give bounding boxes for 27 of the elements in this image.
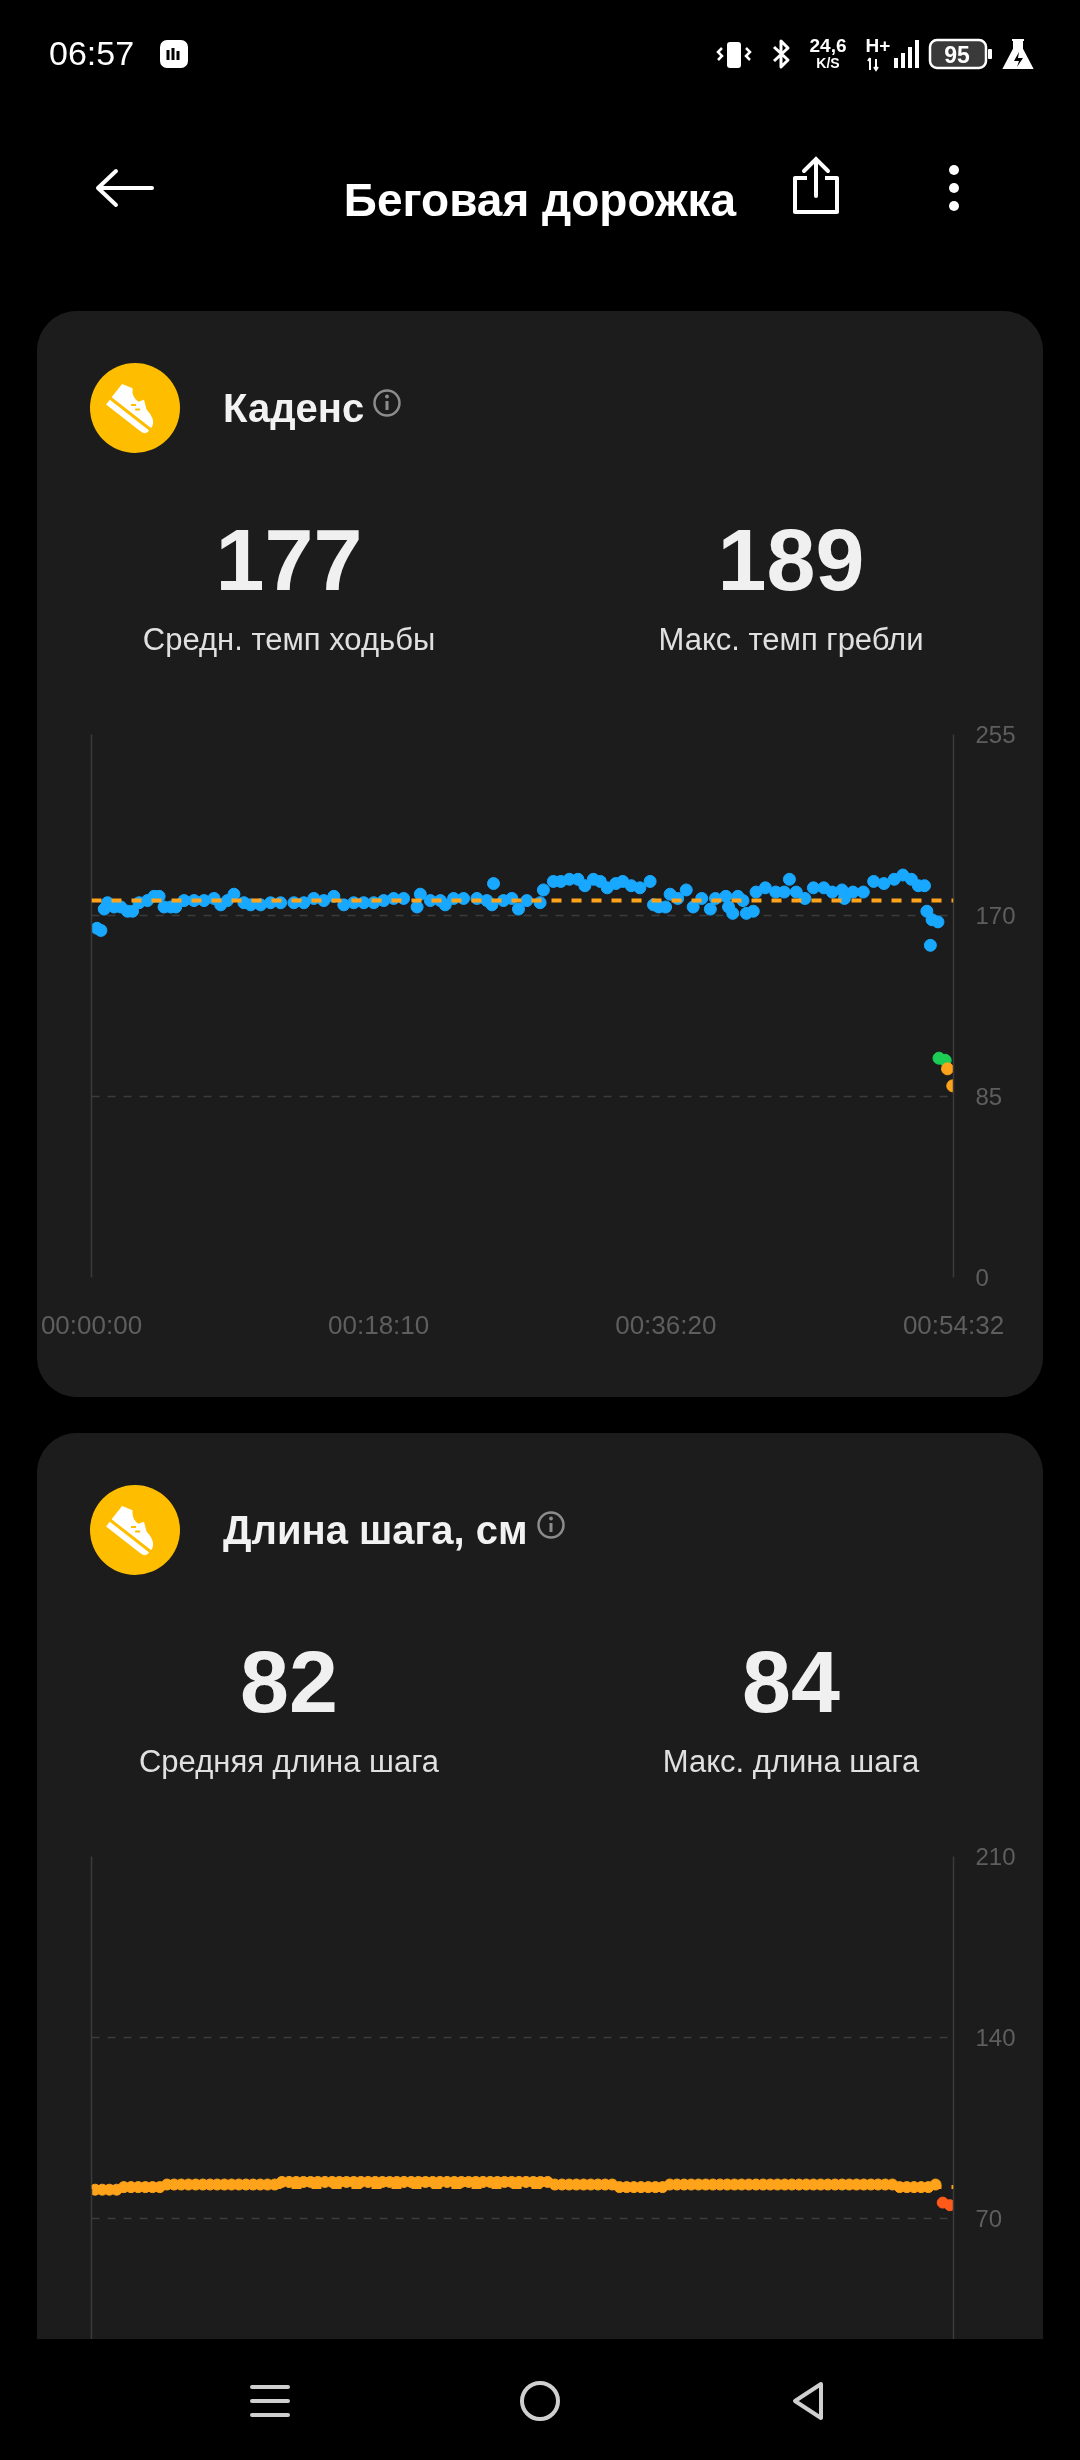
text: Макс. темп гребли xyxy=(658,621,924,657)
text: Макс. длина шага xyxy=(662,1743,920,1779)
text: K/S xyxy=(816,55,840,71)
text: 24,6 xyxy=(809,34,847,56)
y-tick-label: 255 xyxy=(975,721,1016,748)
text: 06:57 xyxy=(49,34,135,72)
x-tick-label: 00:00:00 xyxy=(40,1309,143,1340)
text: 95 xyxy=(944,41,970,68)
text: 82 xyxy=(240,1632,338,1731)
text: 189 xyxy=(717,510,865,609)
x-tick-label: 00:54:32 xyxy=(902,1309,1005,1340)
text: H+ xyxy=(865,34,891,56)
text: 84 xyxy=(742,1632,840,1731)
y-tick-label: 70 xyxy=(975,2204,1003,2232)
text: 177 xyxy=(215,510,363,609)
chart-title: Длина шага, см xyxy=(223,1508,528,1552)
text: Средн. темп ходьбы xyxy=(142,621,436,657)
x-tick-label: 00:18:10 xyxy=(328,1309,430,1340)
text: Средняя длина шага xyxy=(138,1743,440,1779)
y-tick-label: 140 xyxy=(975,2023,1016,2051)
y-tick-label: 85 xyxy=(975,1083,1003,1110)
y-tick-label: 210 xyxy=(975,1843,1016,1870)
text: Беговая дорожка xyxy=(343,174,737,226)
x-tick-label: 00:36:20 xyxy=(615,1309,717,1340)
chart-title: Каденс xyxy=(223,386,365,430)
y-tick-label: 0 xyxy=(975,1264,989,1291)
y-tick-label: 170 xyxy=(975,902,1016,929)
